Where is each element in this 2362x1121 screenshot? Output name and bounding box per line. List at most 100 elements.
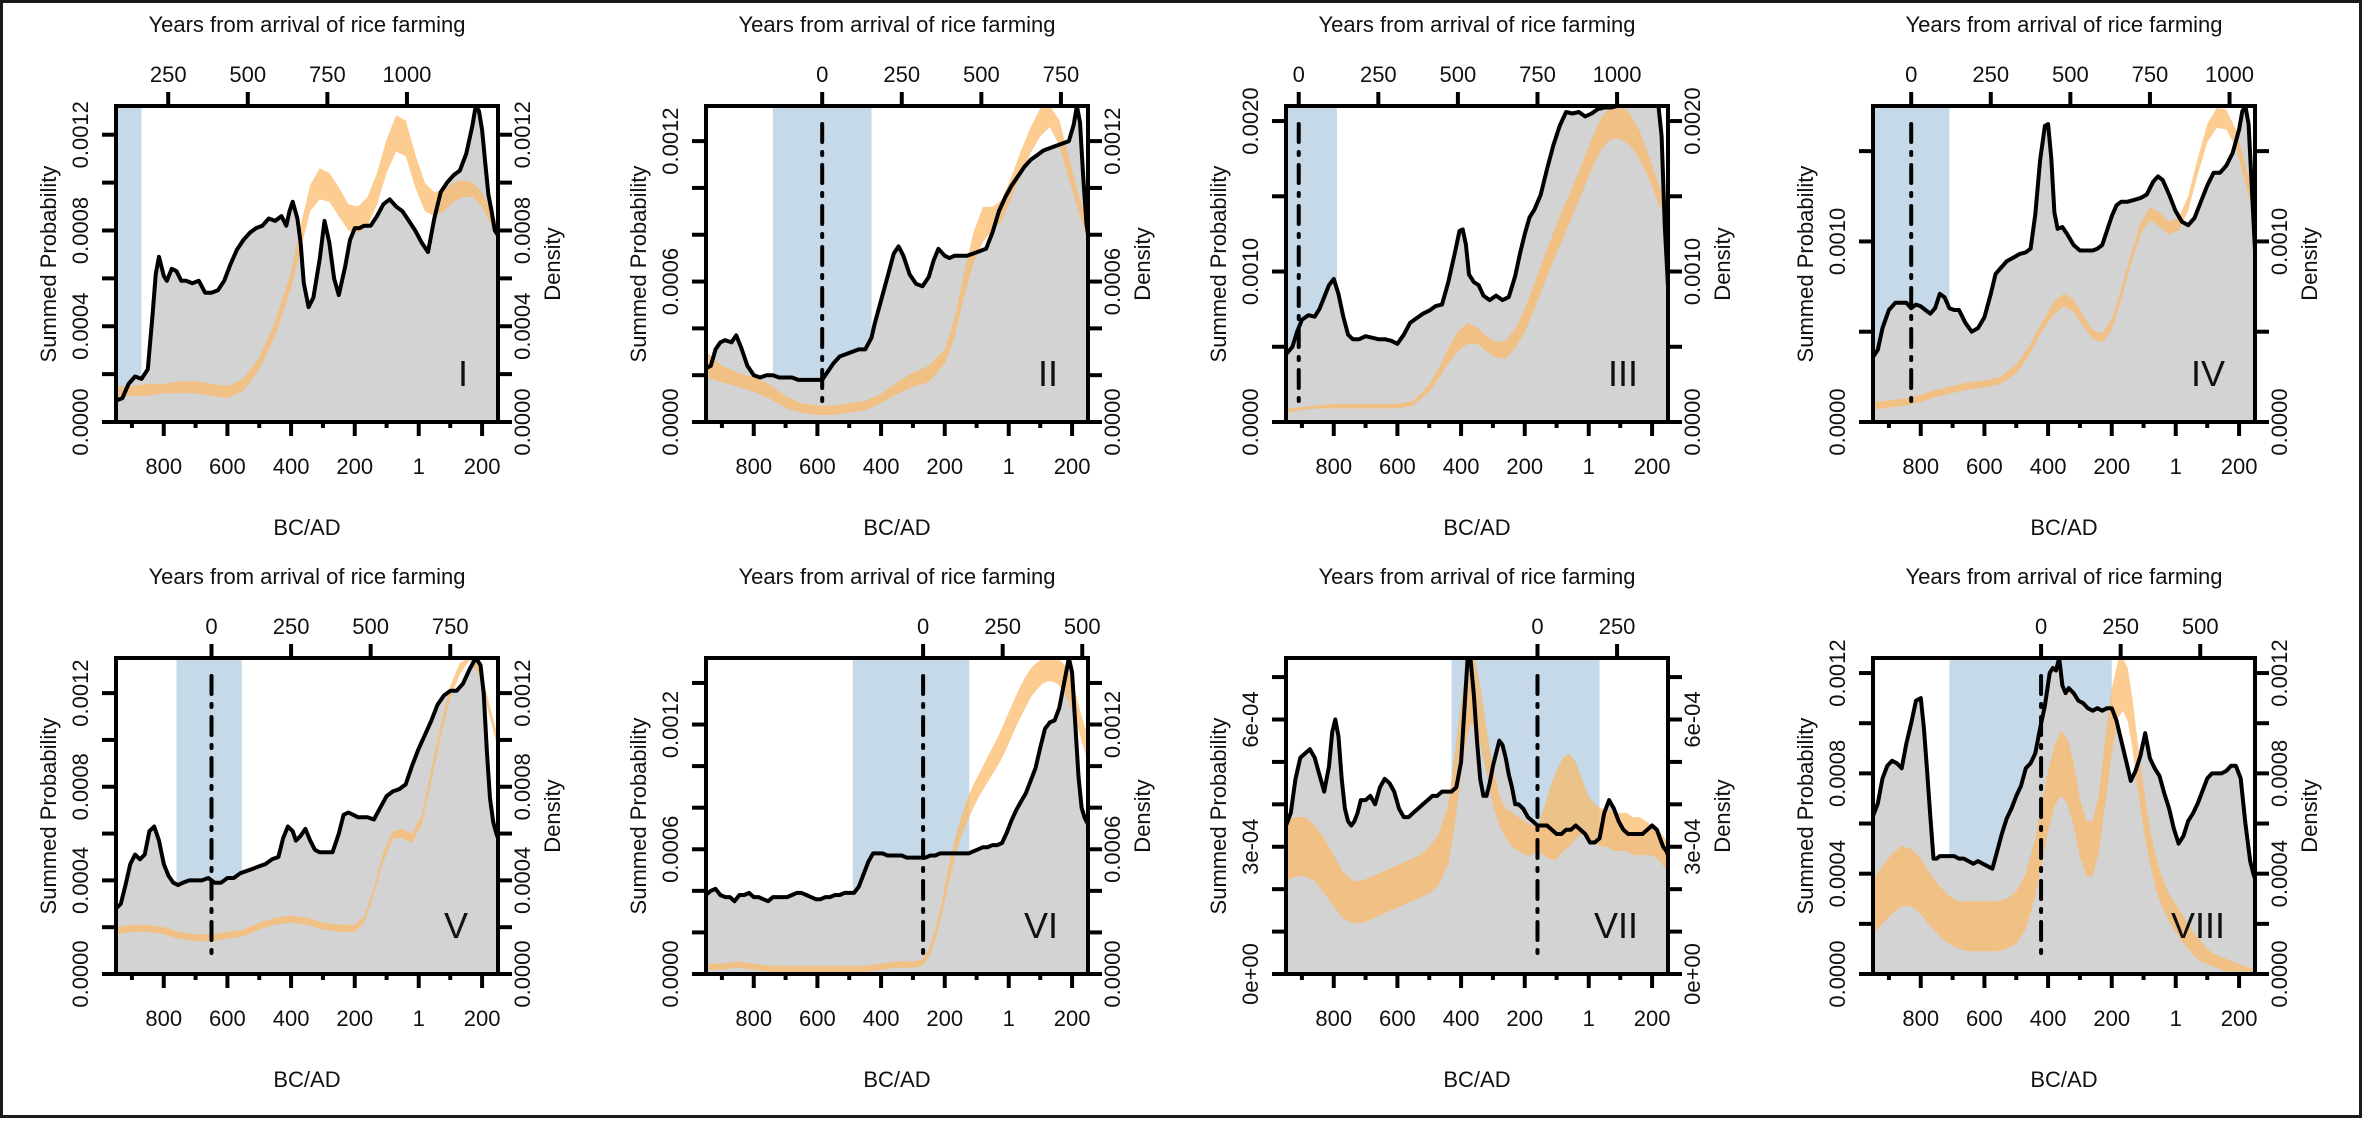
panel-label: VII <box>1594 905 1638 946</box>
y-axis-title-right: Density <box>2297 779 2322 852</box>
x-tick-label: 1 <box>1003 454 1015 479</box>
x-tick-label: 200 <box>1054 1006 1091 1031</box>
y-tick-label-left: 0.0000 <box>1825 940 1850 1007</box>
y-tick-label-left: 0.0010 <box>1825 208 1850 275</box>
panel-III: 800 600 400 200 1 200 BC/AD 0 250 500 750 1000 Years… <box>1206 12 1735 540</box>
top-tick-label: 0 <box>1905 62 1917 87</box>
y-tick-label-right: 0e+00 <box>1680 943 1705 1005</box>
spd-line <box>116 658 498 910</box>
x-tick-label: 400 <box>273 1006 310 1031</box>
x-tick-label: 200 <box>464 1006 501 1031</box>
spd-line <box>706 658 1088 904</box>
top-tick-label: 750 <box>2132 62 2169 87</box>
y-tick-label-left: 0.0020 <box>1238 87 1263 154</box>
plot-frame <box>114 104 500 424</box>
y-tick-label-left: 0.0004 <box>68 293 93 360</box>
y-axis-title-right: Density <box>2297 227 2322 300</box>
x-axis-title: BC/AD <box>863 1067 930 1092</box>
x-axis-bottom: 800 600 400 200 1 200 BC/AD <box>719 974 1091 1092</box>
x-tick-label: 200 <box>926 1006 963 1031</box>
x-tick-label: 200 <box>1506 454 1543 479</box>
plot-area <box>116 106 498 422</box>
y-tick-label-left: 0.0012 <box>658 691 683 758</box>
density-envelope <box>1873 658 2255 972</box>
y-tick-label-left: 0.0006 <box>658 816 683 883</box>
top-tick-label: 250 <box>273 614 310 639</box>
x-tick-label: 400 <box>1443 454 1480 479</box>
y-tick-label-right: 0.0010 <box>2267 208 2292 275</box>
y-axis-title-right: Density <box>540 779 565 852</box>
x-tick-label: 1 <box>413 1006 425 1031</box>
x-tick-label: 600 <box>1966 1006 2003 1031</box>
x-tick-label: 200 <box>1506 1006 1543 1031</box>
x-tick-label: 1 <box>2170 454 2182 479</box>
spd-area <box>1873 106 2255 422</box>
x-tick-label: 600 <box>1379 1006 1416 1031</box>
x-tick-label: 600 <box>799 1006 836 1031</box>
x-tick-label: 200 <box>336 1006 373 1031</box>
y-axis-left: 0e+00 3e-04 6e-04 Summed Probability <box>1206 675 1286 1005</box>
y-axis-title-left: Summed Probability <box>1793 718 1818 915</box>
y-tick-label-right: 0.0020 <box>1680 87 1705 154</box>
y-tick-label-right: 0.0000 <box>2267 388 2292 455</box>
top-tick-label: 1000 <box>382 62 431 87</box>
x-axis-title: BC/AD <box>2030 1067 2097 1092</box>
y-axis-left: 0.0000 0.0010 0.0020 Summed Probability <box>1206 87 1286 456</box>
x-tick-label: 200 <box>2093 1006 2130 1031</box>
y-axis-right: 0.0000 0.0004 0.0008 0.0012 Density <box>498 101 565 456</box>
y-tick-label-right: 0.0012 <box>1100 691 1125 758</box>
spd-area <box>1286 106 1668 422</box>
x-axis-top: 0 250 500 Years from arrival of rice farmin… <box>738 564 1101 658</box>
plot-area <box>1286 658 1668 974</box>
panel-IV: 800 600 400 200 1 200 BC/AD 0 250 500 750 1000 Years… <box>1793 12 2322 540</box>
x-axis-title: BC/AD <box>2030 515 2097 540</box>
x-tick-label: 200 <box>464 454 501 479</box>
y-tick-label-right: 0.0006 <box>1100 816 1125 883</box>
y-tick-label-right: 0.0004 <box>510 847 535 914</box>
x-tick-label: 400 <box>273 454 310 479</box>
y-tick-label-left: 0.0006 <box>658 248 683 315</box>
y-axis-title-left: Summed Probability <box>626 718 651 915</box>
y-axis-title-right: Density <box>1130 227 1155 300</box>
plot-frame <box>704 656 1090 976</box>
y-tick-label-left: 0.0000 <box>658 940 683 1007</box>
top-tick-label: 750 <box>1043 62 1080 87</box>
plot-area <box>706 106 1088 422</box>
y-tick-label-left: 3e-04 <box>1238 819 1263 875</box>
top-tick-label: 250 <box>1972 62 2009 87</box>
panel-label: VIII <box>2171 905 2225 946</box>
y-tick-label-right: 0.0012 <box>1100 107 1125 174</box>
spd-line <box>1873 658 2255 880</box>
farming-window-band <box>116 106 142 422</box>
x-tick-label: 1 <box>1003 1006 1015 1031</box>
x-tick-label: 600 <box>209 454 246 479</box>
y-tick-label-right: 0.0010 <box>1680 238 1705 305</box>
x-tick-label: 600 <box>1966 454 2003 479</box>
plot-area <box>116 658 498 974</box>
top-tick-label: 750 <box>309 62 346 87</box>
x-tick-label: 400 <box>2030 454 2067 479</box>
top-tick-label: 0 <box>816 62 828 87</box>
x-tick-label: 200 <box>926 454 963 479</box>
y-tick-label-right: 3e-04 <box>1680 819 1705 875</box>
x-tick-label: 400 <box>2030 1006 2067 1031</box>
plot-frame <box>1871 104 2257 424</box>
y-tick-label-left: 0.0008 <box>68 753 93 820</box>
top-tick-label: 250 <box>150 62 187 87</box>
y-axis-right: 0e+00 3e-04 6e-04 Density <box>1668 675 1735 1005</box>
top-tick-label: 500 <box>2182 614 2219 639</box>
x-axis-bottom: 800 600 400 200 1 200 BC/AD <box>1299 974 1670 1092</box>
x-axis-title: BC/AD <box>1443 1067 1510 1092</box>
x-tick-label: 200 <box>2221 1006 2258 1031</box>
y-tick-label-left: 0.0012 <box>658 107 683 174</box>
y-axis-title-right: Density <box>1710 227 1735 300</box>
y-tick-label-right: 0.0000 <box>510 940 535 1007</box>
x-tick-label: 1 <box>1583 454 1595 479</box>
panel-label: V <box>444 905 468 946</box>
y-tick-label-right: 0.0012 <box>510 101 535 168</box>
top-axis-title: Years from arrival of rice farming <box>1318 564 1635 589</box>
plot-frame <box>1284 104 1670 424</box>
x-axis-bottom: 800 600 400 200 1 200 BC/AD <box>719 422 1090 540</box>
top-tick-label: 1000 <box>2205 62 2254 87</box>
